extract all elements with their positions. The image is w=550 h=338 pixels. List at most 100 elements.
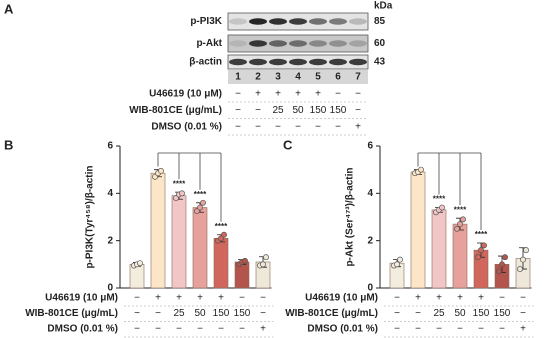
data-point — [502, 254, 508, 261]
data-point — [263, 254, 269, 261]
y-axis-label: p-PI3K(Tyr⁴⁵⁸)/β-actin — [85, 165, 96, 268]
blot-band — [289, 58, 307, 66]
blot-band — [249, 40, 267, 47]
treatment-label: DMSO (0.01 %) — [47, 324, 118, 335]
y-tick-label: 4 — [367, 188, 373, 199]
treatment-label: U46619 (10 μM) — [149, 89, 222, 100]
blot-band — [249, 18, 267, 25]
blot-band — [309, 18, 327, 25]
data-point — [197, 204, 203, 211]
treatment-cell: + — [295, 89, 301, 100]
data-point — [478, 247, 484, 254]
data-point — [158, 167, 164, 174]
treatment-cell: − — [478, 324, 484, 335]
treatment-cell: + — [218, 293, 224, 304]
treatment-cell: + — [176, 293, 182, 304]
blot-band — [249, 58, 267, 66]
treatment-cell: − — [239, 293, 245, 304]
treatment-cell: − — [176, 324, 182, 335]
data-point — [137, 260, 143, 267]
blot-band — [269, 58, 287, 66]
treatment-cell: − — [235, 89, 241, 100]
bar — [171, 195, 187, 289]
treatment-cell: − — [394, 324, 400, 335]
y-tick-label: 6 — [107, 141, 113, 152]
treatment-label: WIB-801CE (μg/mL) — [129, 105, 222, 116]
treatment-cell: 50 — [194, 308, 206, 319]
panel-label: B — [4, 137, 13, 152]
significance: **** — [215, 222, 228, 231]
data-point — [460, 216, 466, 223]
treatment-cell: − — [415, 308, 421, 319]
y-tick-label: 0 — [107, 283, 113, 294]
treatment-label: U46619 (10 μM) — [45, 293, 118, 304]
significance: **** — [433, 195, 446, 204]
blot-band — [229, 58, 247, 66]
treatment-cell: 150 — [310, 105, 327, 116]
lane-number: 3 — [275, 72, 281, 83]
lane-strip — [228, 70, 368, 84]
treatment-cell: 25 — [433, 308, 445, 319]
treatment-cell: − — [155, 308, 161, 319]
treatment-cell: 25 — [173, 308, 185, 319]
treatment-cell: − — [415, 324, 421, 335]
significance: **** — [173, 179, 186, 188]
treatment-label: DMSO (0.01 %) — [307, 324, 378, 335]
treatment-cell: − — [335, 89, 341, 100]
data-point — [499, 261, 505, 268]
blot-band — [269, 40, 287, 47]
data-point — [457, 221, 463, 228]
treatment-label: WIB-801CE (μg/mL) — [25, 308, 118, 319]
blot-band — [309, 40, 327, 47]
lane-number: 6 — [335, 72, 341, 83]
lane-number: 4 — [295, 72, 301, 83]
data-point — [475, 254, 481, 261]
treatment-cell: − — [260, 308, 266, 319]
treatment-cell: 50 — [292, 105, 304, 116]
lane-number: 1 — [235, 72, 241, 83]
treatment-cell: − — [155, 324, 161, 335]
lane-number: 5 — [315, 72, 321, 83]
blot-band — [349, 40, 367, 47]
treatment-cell: + — [415, 293, 421, 304]
treatment-cell: − — [520, 308, 526, 319]
band-kda: 43 — [374, 57, 386, 68]
treatment-cell: − — [457, 324, 463, 335]
significance: **** — [475, 230, 488, 239]
treatment-cell: − — [235, 105, 241, 116]
treatment-cell: 150 — [213, 308, 230, 319]
band-label: p-PI3K — [190, 16, 222, 27]
treatment-cell: + — [255, 89, 261, 100]
treatment-cell: − — [275, 122, 281, 133]
bar — [150, 172, 166, 289]
treatment-cell: − — [197, 324, 203, 335]
data-point — [394, 261, 400, 268]
treatment-cell: − — [394, 308, 400, 319]
treatment-cell: − — [394, 293, 400, 304]
treatment-cell: − — [499, 324, 505, 335]
treatment-cell: − — [315, 122, 321, 133]
y-tick-label: 2 — [367, 235, 373, 246]
blot-band — [329, 40, 347, 47]
treatment-cell: 50 — [454, 308, 466, 319]
blot-band — [349, 18, 367, 25]
treatment-cell: − — [260, 293, 266, 304]
treatment-cell: − — [295, 122, 301, 133]
data-point — [481, 242, 487, 249]
treatment-cell: + — [315, 89, 321, 100]
treatment-label: DMSO (0.01 %) — [151, 122, 222, 133]
blot-band — [349, 58, 367, 66]
treatment-cell: − — [255, 122, 261, 133]
data-point — [517, 266, 523, 273]
treatment-cell: 150 — [330, 105, 347, 116]
blot-band — [309, 58, 327, 66]
treatment-cell: 25 — [272, 105, 284, 116]
blot-band — [229, 18, 247, 25]
data-point — [179, 190, 185, 197]
treatment-cell: 150 — [494, 308, 511, 319]
treatment-cell: − — [335, 122, 341, 133]
bar — [410, 171, 426, 289]
data-point — [221, 231, 227, 238]
blot-band — [289, 40, 307, 47]
blot-band — [329, 58, 347, 66]
